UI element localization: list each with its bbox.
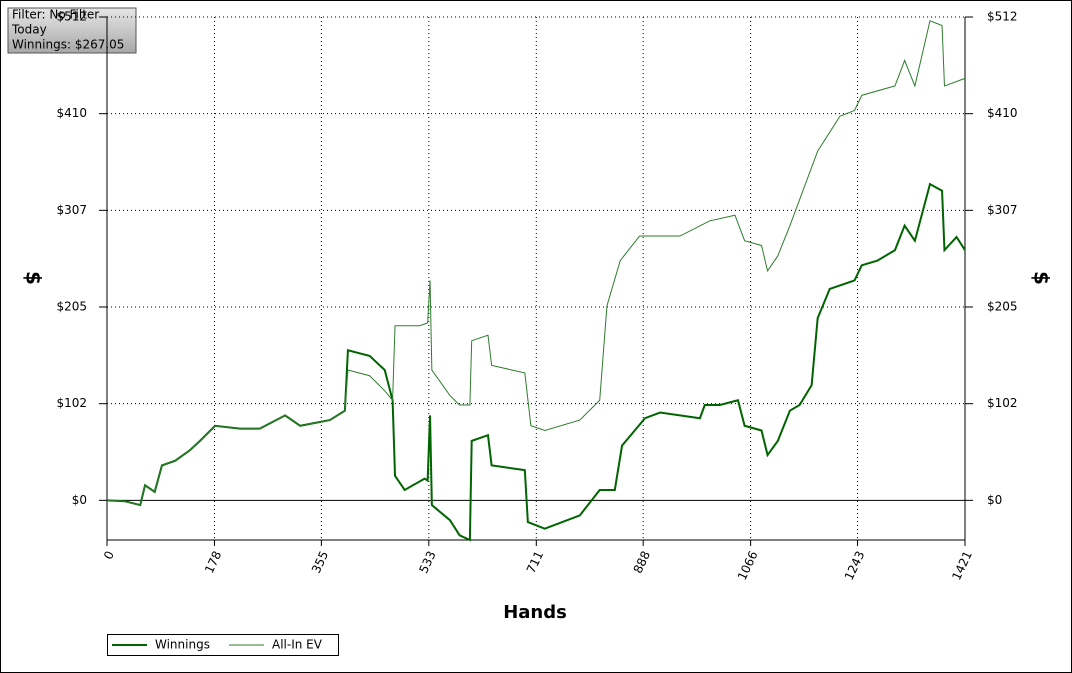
y-tick-label: $410 [56,106,87,120]
legend [107,634,339,656]
x-axis-label: Hands [503,602,567,623]
y-tick-label: $512 [56,10,87,24]
y2-tick-label: $307 [987,203,1018,217]
info-line: Today [11,23,47,37]
info-line: Filter: No Filter [12,8,99,22]
y-tick-label: $102 [56,396,87,410]
y2-tick-label: $0 [987,493,1002,507]
y2-axis-label: $ [1030,271,1054,285]
series-line [106,20,966,506]
y-tick-label: $205 [56,300,87,314]
legend-label: Winnings [155,638,210,652]
y-axis-label: $ [22,271,46,285]
y-tick-label: $307 [56,203,87,217]
legend-label: All-In EV [272,638,323,652]
y2-tick-label: $205 [987,300,1018,314]
y2-tick-label: $410 [987,106,1018,120]
info-box [7,7,137,54]
info-line: Winnings: $267.05 [12,38,124,52]
y2-tick-label: $512 [987,10,1018,24]
y2-tick-label: $102 [987,396,1018,410]
y-tick-label: $0 [72,493,87,507]
